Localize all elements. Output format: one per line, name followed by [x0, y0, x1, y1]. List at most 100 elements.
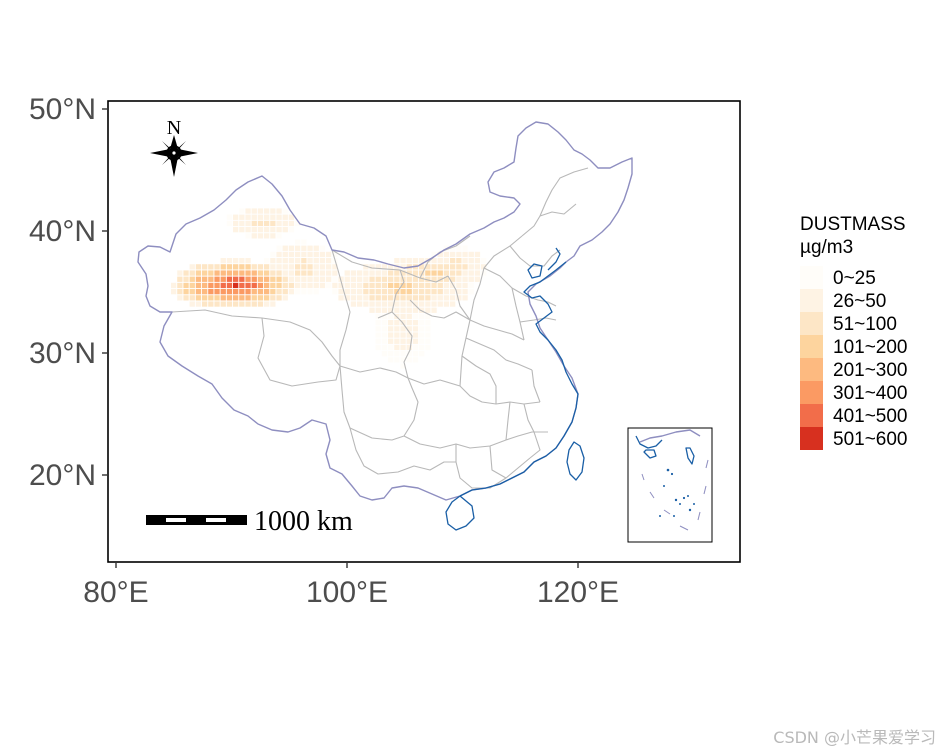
dust-cell — [437, 251, 443, 258]
dust-cell — [412, 270, 419, 276]
dust-cell — [239, 258, 245, 264]
dust-cell — [474, 276, 481, 282]
dust-cell — [462, 258, 468, 264]
dust-cell — [326, 282, 332, 289]
dust-cell — [431, 307, 437, 313]
dust-cell — [264, 301, 270, 307]
dust-cell — [313, 282, 319, 289]
dust-cell — [431, 276, 437, 282]
dust-cell — [388, 344, 394, 351]
dust-cell — [419, 270, 425, 276]
dust-cell — [388, 289, 394, 295]
dust-cell — [251, 214, 257, 220]
dust-cell — [375, 289, 381, 295]
dust-cell — [195, 276, 202, 282]
dust-cell — [288, 270, 295, 276]
dust-cell — [412, 276, 419, 282]
legend-swatch — [800, 312, 823, 335]
dust-cell — [226, 264, 233, 270]
dust-cell — [276, 282, 282, 289]
dust-cell — [431, 295, 437, 301]
dust-cell — [257, 282, 264, 289]
dust-cell — [388, 264, 394, 270]
dust-cell — [257, 214, 264, 220]
dust-cell — [307, 245, 313, 251]
dust-cell — [363, 276, 369, 282]
dust-cell — [381, 313, 388, 320]
dust-cell — [288, 227, 295, 233]
dust-cell — [431, 301, 437, 307]
x-tick-label: 100°E — [306, 576, 388, 609]
dust-cell — [425, 282, 431, 289]
dust-cell — [350, 295, 357, 301]
dust-cell — [481, 264, 487, 270]
dust-cell — [264, 214, 270, 220]
dust-cell — [388, 270, 394, 276]
x-tick-label: 80°E — [83, 576, 148, 609]
dust-cell — [419, 326, 425, 332]
dust-cell — [233, 258, 239, 264]
dust-cell — [468, 282, 474, 289]
dust-cell — [369, 282, 375, 289]
dust-cell — [357, 301, 363, 307]
dust-cell — [264, 208, 270, 214]
legend-label: 301~400 — [833, 383, 908, 404]
dust-cell — [431, 264, 437, 270]
dust-cell — [350, 301, 357, 307]
dust-cell — [177, 276, 183, 282]
dust-cell — [419, 332, 425, 338]
dust-cell — [363, 301, 369, 307]
dust-cell — [369, 307, 375, 313]
dust-cell — [381, 351, 388, 357]
dust-cell — [276, 289, 282, 295]
dust-cell — [400, 313, 406, 320]
dust-cell — [332, 289, 338, 295]
dust-cell — [276, 258, 282, 264]
dust-cell — [381, 264, 388, 270]
dust-cell — [381, 326, 388, 332]
dust-cell — [419, 320, 425, 326]
dust-cell — [264, 282, 270, 289]
dust-cell — [251, 233, 257, 239]
dust-cell — [400, 338, 406, 344]
dust-cell — [456, 295, 462, 301]
dust-cell — [276, 214, 282, 220]
dust-cell — [307, 289, 313, 295]
dust-cell — [264, 295, 270, 301]
dust-cell — [412, 332, 419, 338]
dust-cell — [406, 332, 412, 338]
dust-cell — [276, 220, 282, 227]
dust-cell — [257, 208, 264, 214]
dust-cell — [295, 251, 301, 258]
dust-cell — [226, 295, 233, 301]
dust-cell — [381, 289, 388, 295]
dust-cell — [450, 289, 456, 295]
dust-cell — [425, 270, 431, 276]
dust-cell — [375, 270, 381, 276]
dust-cell — [288, 276, 295, 282]
dust-cell — [369, 301, 375, 307]
dust-cell — [239, 214, 245, 220]
dust-cell — [450, 251, 456, 258]
dust-cell — [450, 264, 456, 270]
dust-cell — [202, 282, 208, 289]
dust-cell — [245, 220, 251, 227]
dust-cell — [270, 251, 276, 258]
dust-cell — [456, 282, 462, 289]
dust-cell — [313, 245, 319, 251]
dust-cell — [177, 270, 183, 276]
dust-cell — [220, 264, 226, 270]
dust-cell — [400, 357, 406, 363]
dust-cell — [412, 344, 419, 351]
dust-cell — [412, 313, 419, 320]
dust-cell — [319, 270, 326, 276]
dust-cell — [363, 282, 369, 289]
legend-swatch — [800, 404, 823, 427]
dust-cell — [226, 258, 233, 264]
dust-cell — [381, 295, 388, 301]
dust-cell — [425, 326, 431, 332]
dust-cell — [400, 307, 406, 313]
dust-cell — [369, 295, 375, 301]
dust-cell — [381, 270, 388, 276]
dust-cell — [375, 313, 381, 320]
